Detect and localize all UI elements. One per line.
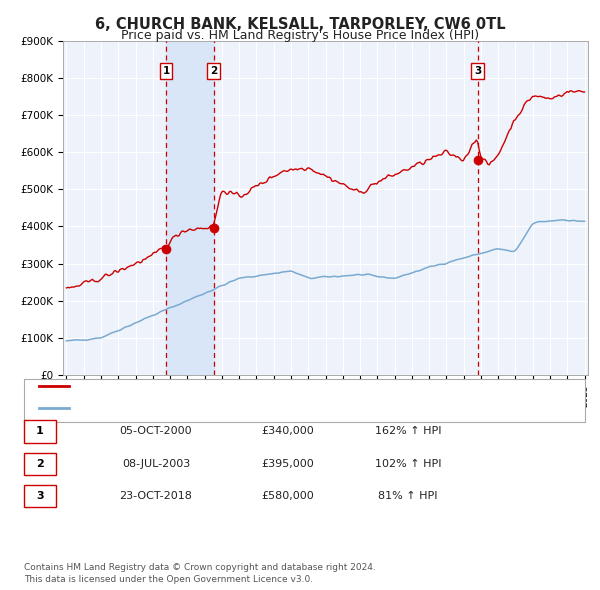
Text: 3: 3: [474, 66, 481, 76]
Text: 1: 1: [163, 66, 170, 76]
Text: 3: 3: [36, 491, 44, 501]
Text: £395,000: £395,000: [262, 459, 314, 468]
Text: 08-JUL-2003: 08-JUL-2003: [122, 459, 190, 468]
Text: 102% ↑ HPI: 102% ↑ HPI: [375, 459, 441, 468]
Text: HPI: Average price, detached house, Cheshire West and Chester: HPI: Average price, detached house, Ches…: [75, 404, 410, 413]
Text: Contains HM Land Registry data © Crown copyright and database right 2024.
This d: Contains HM Land Registry data © Crown c…: [24, 563, 376, 584]
Text: 23-OCT-2018: 23-OCT-2018: [119, 491, 193, 501]
Text: 162% ↑ HPI: 162% ↑ HPI: [375, 427, 441, 436]
Bar: [166, 41, 214, 375]
Text: 2: 2: [210, 66, 217, 76]
Text: 6, CHURCH BANK, KELSALL, TARPORLEY, CW6 0TL (detached house): 6, CHURCH BANK, KELSALL, TARPORLEY, CW6 …: [75, 382, 430, 391]
Text: 81% ↑ HPI: 81% ↑ HPI: [378, 491, 438, 501]
Text: Price paid vs. HM Land Registry's House Price Index (HPI): Price paid vs. HM Land Registry's House …: [121, 30, 479, 42]
Text: £340,000: £340,000: [262, 427, 314, 436]
Text: 2: 2: [36, 459, 44, 468]
Text: 1: 1: [36, 427, 44, 436]
Text: £580,000: £580,000: [262, 491, 314, 501]
Text: 6, CHURCH BANK, KELSALL, TARPORLEY, CW6 0TL: 6, CHURCH BANK, KELSALL, TARPORLEY, CW6 …: [95, 17, 505, 31]
Text: 05-OCT-2000: 05-OCT-2000: [119, 427, 193, 436]
